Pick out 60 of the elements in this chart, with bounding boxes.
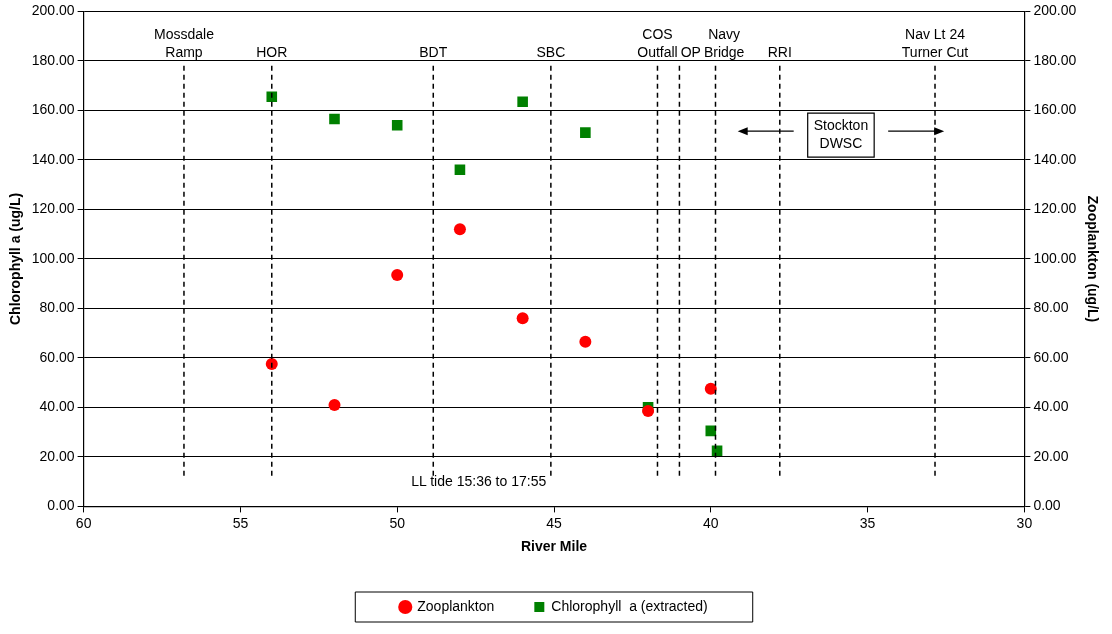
ref-line-label: Mossdale Ramp <box>154 25 215 60</box>
point <box>328 398 341 411</box>
y2-tick-label: 60.00 <box>1033 348 1069 365</box>
y-tick-label: 140.00 <box>31 150 75 167</box>
ref-line-label: HOR <box>256 43 288 60</box>
y2-tick-label: 140.00 <box>1033 150 1077 167</box>
y2-tick-label: 0.00 <box>1033 497 1061 514</box>
legend-label: Chlorophyll a (extracted) <box>551 597 708 614</box>
y-tick-label: 80.00 <box>39 299 75 316</box>
ref-line-label: SBC <box>536 43 566 60</box>
point <box>579 335 592 348</box>
y2-tick-label: 180.00 <box>1033 51 1077 68</box>
point <box>642 405 655 418</box>
y2-tick-label: 20.00 <box>1033 447 1069 464</box>
point <box>711 445 723 457</box>
y2-tick-label: 100.00 <box>1033 249 1077 266</box>
x-tick-label: 30 <box>1016 514 1033 531</box>
y-axis-title: Chlorophyll a (ug/L) <box>7 192 24 326</box>
y-tick-label: 20.00 <box>39 447 75 464</box>
x-tick-label: 35 <box>859 514 876 531</box>
ref-line-label: COS Outfall <box>637 25 678 60</box>
point <box>453 223 466 236</box>
y2-tick-label: 200.00 <box>1033 2 1077 19</box>
y2-tick-label: 160.00 <box>1033 101 1077 118</box>
point <box>580 127 591 138</box>
y-tick-label: 200.00 <box>31 2 75 19</box>
point <box>454 164 466 176</box>
y2-tick-label: 80.00 <box>1033 299 1069 316</box>
ref-line-label: Navy Bridge <box>703 25 745 60</box>
ref-line-label: OP <box>680 43 701 60</box>
y-tick-label: 180.00 <box>31 51 75 68</box>
annotation: LL tide 15:36 to 17:55 <box>411 472 547 489</box>
y-tick-label: 120.00 <box>31 200 75 217</box>
y-tick-label: 0.00 <box>47 497 75 514</box>
point <box>329 113 340 125</box>
ref-line-label: RRI <box>767 43 792 60</box>
x-tick-label: 40 <box>703 514 719 531</box>
point <box>516 312 529 325</box>
y-tick-label: 60.00 <box>39 348 75 365</box>
x-tick-label: 55 <box>232 514 249 531</box>
y-tick-label: 40.00 <box>39 398 75 415</box>
y-tick-label: 100.00 <box>31 249 75 266</box>
point <box>266 91 278 103</box>
y2-tick-label: 40.00 <box>1033 398 1069 415</box>
point <box>391 268 404 281</box>
point <box>704 382 717 395</box>
x-tick-label: 60 <box>75 514 92 531</box>
legend-label: Zooplankton <box>417 597 495 614</box>
point <box>391 119 403 131</box>
point <box>517 96 528 108</box>
x-axis-title: River Mile <box>520 538 588 555</box>
x-tick-label: 50 <box>389 514 406 531</box>
y-tick-label: 160.00 <box>31 101 75 118</box>
ref-line-label: Nav Lt 24 Turner Cut <box>901 25 969 60</box>
annotation: Stockton DWSC <box>813 117 869 152</box>
y2-tick-label: 120.00 <box>1033 200 1077 217</box>
x-tick-label: 45 <box>546 514 562 531</box>
y2-axis-title: Zooplankton (ug/L) <box>1084 195 1101 323</box>
point <box>705 425 717 437</box>
ref-line-label: BDT <box>419 43 448 60</box>
